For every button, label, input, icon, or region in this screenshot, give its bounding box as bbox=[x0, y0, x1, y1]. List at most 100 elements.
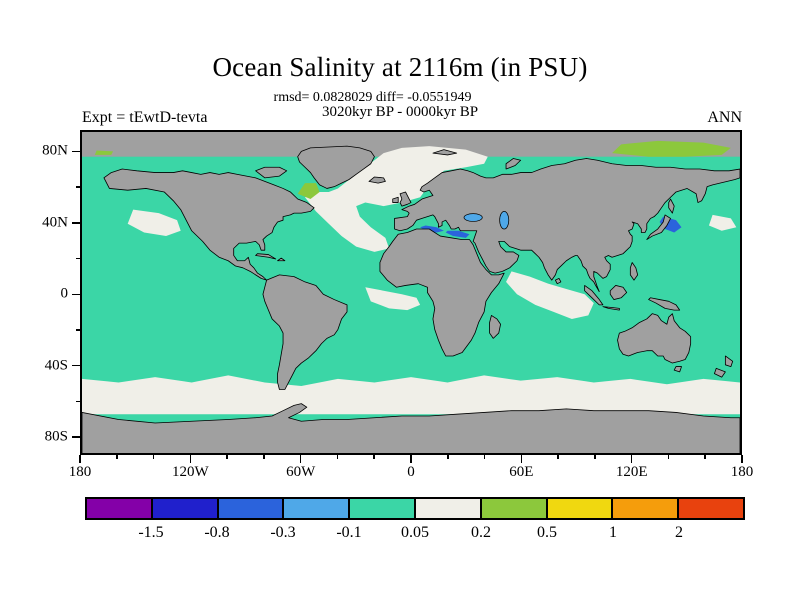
colorbar-segment bbox=[152, 499, 219, 518]
lon-tick bbox=[79, 455, 81, 463]
island-sumatra bbox=[584, 285, 604, 306]
landmass-north-america bbox=[103, 168, 315, 281]
lon-tick bbox=[704, 455, 706, 459]
lat-tick-label: 0 bbox=[60, 285, 69, 302]
patch-east-mediterranean bbox=[445, 230, 470, 238]
lon-tick bbox=[741, 455, 743, 463]
colorbar-level-label: 2 bbox=[675, 524, 683, 541]
lon-tick bbox=[557, 455, 559, 459]
island-iceland bbox=[368, 176, 386, 184]
landmass-antarctica bbox=[82, 403, 740, 453]
patch-equatorial-atlantic bbox=[365, 287, 421, 311]
lon-tick bbox=[226, 455, 228, 459]
island-tasmania bbox=[673, 366, 682, 373]
lat-tick-label: 80N bbox=[42, 142, 68, 159]
lon-tick bbox=[373, 455, 375, 459]
lat-tick bbox=[76, 329, 80, 331]
lon-tick bbox=[152, 455, 155, 459]
island-philippines bbox=[629, 262, 639, 281]
island-svalbard bbox=[432, 149, 458, 156]
season-label: ANN bbox=[707, 109, 742, 126]
island-java bbox=[602, 306, 620, 311]
lon-tick bbox=[594, 455, 596, 459]
island-novaya-zemlya bbox=[505, 158, 522, 170]
colorbar-segment bbox=[218, 499, 285, 518]
lat-tick-label: 80S bbox=[44, 428, 68, 445]
lon-tick bbox=[336, 455, 339, 459]
lon-tick-label: 0 bbox=[407, 464, 415, 480]
landmass-south-america bbox=[262, 274, 348, 390]
map-frame bbox=[80, 130, 742, 455]
landmass-eurasia bbox=[394, 158, 740, 293]
lon-tick-label: 120E bbox=[615, 464, 648, 480]
lon-tick bbox=[263, 455, 265, 459]
patch-labrador-sea bbox=[297, 183, 320, 200]
island-new-zealand-north bbox=[724, 355, 734, 367]
patch-nw-pacific bbox=[708, 214, 737, 231]
colorbar-level-label: 0.5 bbox=[537, 524, 557, 541]
colorbar-level-label: 1 bbox=[609, 524, 617, 541]
lat-tick-label: 40S bbox=[44, 357, 68, 374]
period-line: 3020kyr BP - 0000kyr BP bbox=[321, 104, 479, 120]
patch-southern-ocean bbox=[82, 375, 740, 415]
lat-tick bbox=[72, 222, 80, 224]
page-title: Ocean Salinity at 2116m (in PSU) bbox=[212, 52, 588, 82]
colorbar-segment bbox=[284, 499, 351, 518]
colorbar-segment bbox=[481, 499, 548, 518]
lon-tick-label: 60E bbox=[509, 464, 534, 480]
lat-tick bbox=[76, 257, 80, 260]
lon-tick-label: 180 bbox=[730, 464, 754, 480]
lon-tick-label: 180 bbox=[68, 464, 92, 480]
colorbar-segment bbox=[350, 499, 416, 518]
lat-tick bbox=[72, 150, 80, 153]
patch-chukchi bbox=[94, 150, 114, 155]
colorbar-segment bbox=[679, 499, 743, 518]
patch-arctic-green bbox=[612, 140, 731, 157]
stats-line: rmsd= 0.0828029 diff= -0.0551949 bbox=[273, 90, 472, 105]
island-ireland bbox=[392, 196, 399, 203]
lat-tick bbox=[76, 400, 80, 403]
colorbar-level-label: -1.5 bbox=[138, 524, 164, 541]
lat-tick bbox=[76, 186, 80, 188]
island-borneo bbox=[609, 285, 628, 300]
lat-tick bbox=[72, 436, 80, 438]
landmass-australia bbox=[617, 313, 692, 364]
colorbar-segment bbox=[87, 499, 153, 518]
island-uk bbox=[399, 191, 412, 207]
lon-tick bbox=[410, 455, 412, 463]
island-madagascar bbox=[489, 315, 501, 339]
lat-tick bbox=[72, 293, 80, 296]
lon-tick bbox=[520, 455, 523, 463]
island-new-zealand-south bbox=[713, 367, 726, 378]
lon-tick bbox=[667, 455, 670, 459]
lon-tick-label: 60W bbox=[286, 464, 316, 480]
lon-tick bbox=[116, 455, 118, 459]
colorbar bbox=[85, 497, 745, 520]
experiment-label: Expt = tEwtD-tevta bbox=[82, 109, 208, 126]
landmass-greenland bbox=[297, 145, 375, 189]
lon-tick bbox=[189, 455, 192, 463]
world-map bbox=[82, 132, 740, 453]
colorbar-level-label: 0.2 bbox=[471, 524, 491, 541]
island-japan bbox=[646, 214, 671, 240]
colorbar-level-label: 0.05 bbox=[401, 524, 429, 541]
island-sakhalin bbox=[668, 198, 675, 214]
colorbar-segment bbox=[613, 499, 680, 518]
black-sea bbox=[463, 213, 483, 222]
colorbar-level-label: -0.8 bbox=[204, 524, 230, 541]
lon-tick bbox=[299, 455, 302, 463]
lon-tick bbox=[447, 455, 449, 459]
colorbar-level-label: -0.1 bbox=[336, 524, 362, 541]
patch-ne-pacific bbox=[127, 209, 181, 237]
lat-tick-label: 40N bbox=[42, 214, 68, 231]
island-sri-lanka bbox=[554, 277, 562, 285]
island-cuba bbox=[255, 253, 277, 260]
lat-tick bbox=[72, 364, 80, 367]
island-new-guinea bbox=[648, 297, 681, 311]
colorbar-segment bbox=[547, 499, 614, 518]
caspian-sea bbox=[499, 211, 510, 230]
patch-indian-ocean bbox=[506, 271, 594, 319]
landmass-africa bbox=[379, 228, 505, 357]
colorbar-segment bbox=[415, 499, 482, 518]
